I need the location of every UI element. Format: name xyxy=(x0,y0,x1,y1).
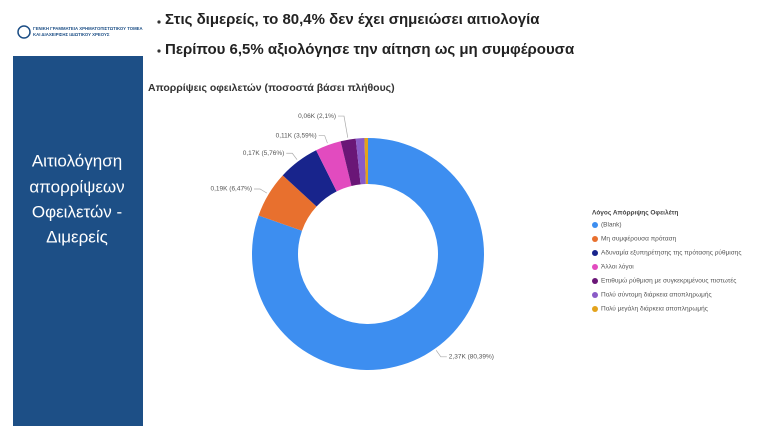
legend-label: (Blank) xyxy=(601,222,622,229)
legend-label: Άλλοι λόγοι xyxy=(601,263,634,271)
bullet xyxy=(157,20,161,24)
logo-text: ΓΕΝΙΚΗ ΓΡΑΜΜΑΤΕΙΑ ΧΡΗΜΑΤΟΠΙΣΤΩΤΙΚΟΥ ΤΟΜΕ… xyxy=(33,26,143,31)
bullet-text: Περίπου 6,5% αξιολόγησε την αίτηση ως μη… xyxy=(165,41,575,58)
legend-marker xyxy=(592,264,598,270)
side-panel xyxy=(13,0,143,426)
donut-slice xyxy=(355,138,366,185)
donut-slice xyxy=(258,175,317,231)
logo-box xyxy=(13,0,143,56)
data-label: 0,19K (6,47%) xyxy=(210,186,252,193)
donut-slice xyxy=(364,138,368,185)
panel-title: Διμερείς xyxy=(46,227,108,246)
legend-marker xyxy=(592,222,598,228)
logo-emblem xyxy=(17,25,31,39)
legend-label: Επιθυμώ ρύθμιση με συγκεκριμένους πιστωτ… xyxy=(601,277,736,285)
data-label: 0,11K (3,59%) xyxy=(276,132,317,139)
data-label: 0,17K (5,76%) xyxy=(243,150,285,157)
data-label: 2,37K (80,39%) xyxy=(449,354,494,361)
legend-marker xyxy=(592,236,598,242)
donut-slice xyxy=(340,138,361,186)
leader-line xyxy=(338,115,349,138)
panel-title: απορρίψεων xyxy=(29,177,124,196)
leader-line xyxy=(435,350,447,358)
donut-slice xyxy=(252,138,485,371)
data-label: 0,06K (2,1%) xyxy=(298,113,336,120)
leader-line xyxy=(318,135,328,144)
panel-title: Αιτιολόγηση xyxy=(32,151,122,170)
leader-line xyxy=(286,152,298,160)
chart-title: Απορρίψεις οφειλετών (ποσοστά βάσει πλήθ… xyxy=(148,82,395,94)
logo-text: ΚΑΙ ΔΙΑΧΕΙΡΙΣΗΣ ΙΔΙΩΤΙΚΟΥ ΧΡΕΟΥΣ xyxy=(33,32,110,37)
legend-marker xyxy=(592,250,598,256)
donut-slice xyxy=(316,141,352,192)
panel-title: Οφειλετών - xyxy=(32,202,122,221)
legend-label: Μη συμφέρουσα πρόταση xyxy=(601,235,677,243)
legend-marker xyxy=(592,306,598,312)
legend-title: Λόγος Απόρριψης Οφειλέτη xyxy=(592,209,678,217)
leader-line xyxy=(254,188,268,194)
bullet xyxy=(157,49,161,53)
legend-marker xyxy=(592,278,598,284)
legend-label: Αδυναμία εξυπηρέτησης της πρότασης ρύθμι… xyxy=(601,249,742,257)
legend-label: Πολύ μεγάλη διάρκεια αποπληρωμής xyxy=(601,305,708,313)
legend-label: Πολύ σύντομη διάρκεια αποπληρωμής xyxy=(601,291,712,299)
legend-marker xyxy=(592,292,598,298)
donut-slice xyxy=(282,150,337,207)
bullet-text: Στις διμερείς, το 80,4% δεν έχει σημειώσ… xyxy=(165,11,540,28)
